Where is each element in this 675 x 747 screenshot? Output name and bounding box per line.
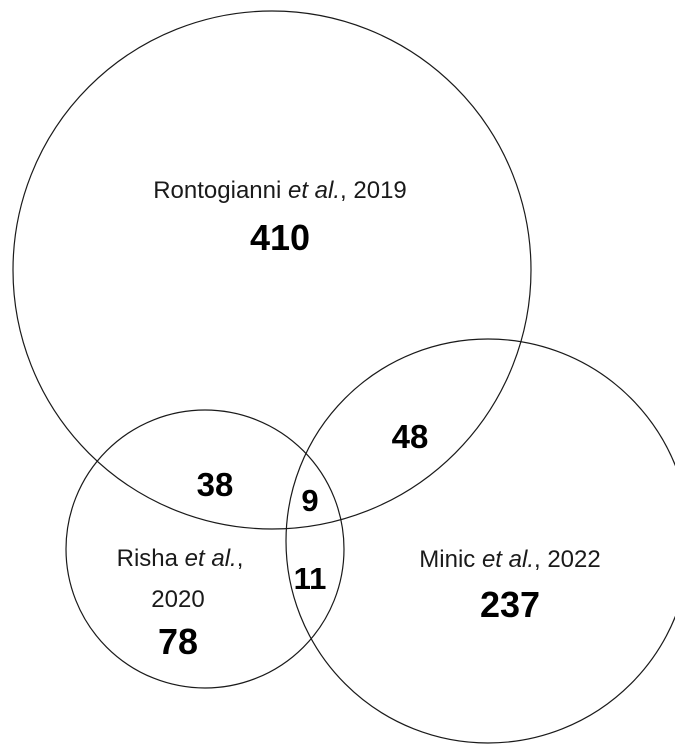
- label-minic-author: Minic: [419, 546, 476, 573]
- label-risha-author: Risha: [116, 545, 178, 572]
- label-minic-etal: et al.: [481, 546, 534, 573]
- label-minic: Minic et al., 2022: [360, 545, 660, 575]
- count-risha-minic: 11: [293, 561, 327, 596]
- circle-rontogianni: [12, 10, 532, 530]
- circle-minic: [285, 338, 675, 744]
- count-risha-only: 78: [157, 621, 199, 662]
- count-rontogianni-only: 410: [249, 217, 311, 258]
- label-rontogianni-author: Rontogianni: [153, 177, 282, 204]
- count-rontogianni-minic: 48: [391, 418, 429, 455]
- label-rontogianni: Rontogianni et al., 2019: [90, 176, 470, 206]
- label-risha-etal: et al.: [184, 545, 237, 572]
- label-risha-year: 2020: [151, 586, 205, 613]
- label-risha: Risha et al.,: [70, 544, 290, 574]
- label-rontogianni-etal: et al.: [288, 177, 341, 204]
- count-all-three: 9: [301, 483, 319, 518]
- label-rontogianni-year: , 2019: [340, 177, 407, 204]
- count-minic-only: 237: [479, 584, 541, 625]
- count-rontogianni-risha: 38: [196, 466, 234, 503]
- label-risha-comma: ,: [236, 545, 244, 572]
- circle-risha: [65, 409, 345, 689]
- label-minic-year: , 2022: [533, 546, 601, 573]
